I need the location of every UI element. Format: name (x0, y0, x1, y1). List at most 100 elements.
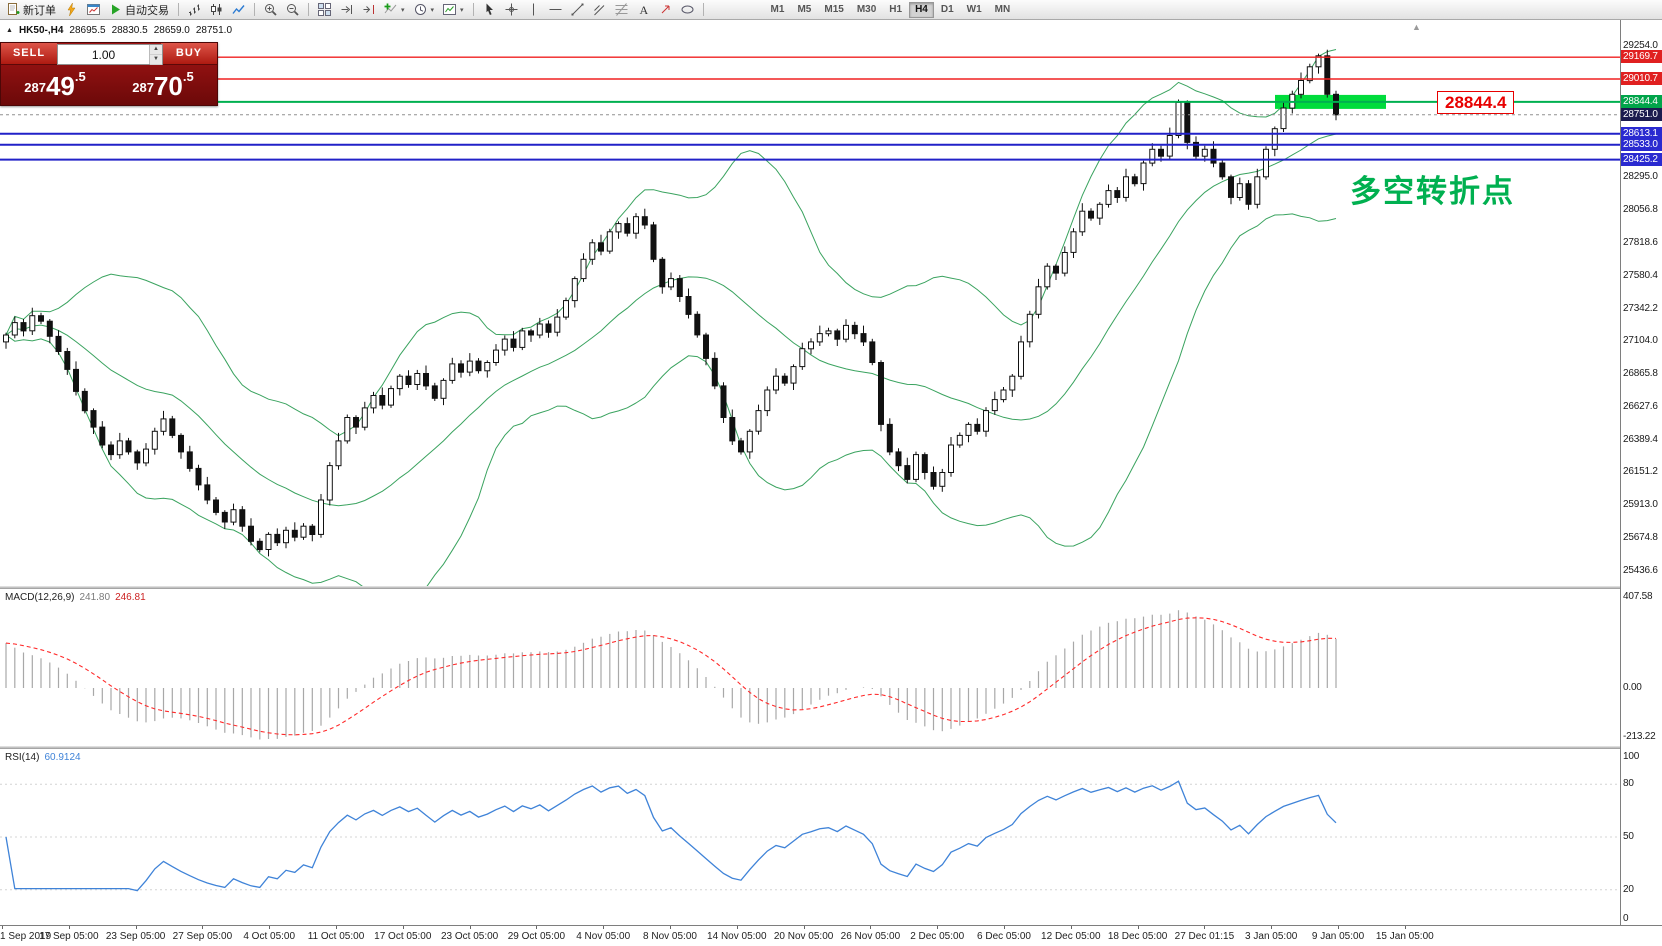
time-tick (336, 926, 337, 929)
time-tick (269, 926, 271, 929)
time-axis-label: 1 Sep 2019 (0, 931, 52, 942)
price-axis-label: 27580.4 (1623, 269, 1658, 281)
macd-label: MACD(12,26,9) 241.80 246.81 (5, 592, 146, 603)
time-tick (670, 926, 671, 929)
auto-scroll-button[interactable] (336, 1, 357, 18)
line-chart-button[interactable] (228, 1, 249, 18)
fibonacci-icon (615, 3, 628, 16)
rsi-chart[interactable] (0, 749, 1620, 925)
cursor-button[interactable] (479, 1, 500, 18)
price-axis-label: 26627.6 (1623, 400, 1658, 412)
timeframe-H4[interactable]: H4 (909, 1, 934, 18)
volume-increase-button[interactable]: ▲ (150, 45, 162, 55)
crosshair-button[interactable] (501, 1, 522, 18)
templates-button[interactable]: ▾ (439, 1, 468, 18)
pane-divider[interactable] (0, 586, 1662, 589)
svg-text:A: A (639, 3, 648, 16)
zoom-in-button[interactable] (260, 1, 281, 18)
lightning-icon (67, 3, 76, 16)
trendline-button[interactable] (567, 1, 588, 18)
price-axis-label: 20 (1623, 883, 1634, 895)
price-axis-label: 26865.8 (1623, 368, 1658, 380)
time-axis-label: 18 Dec 05:00 (1107, 931, 1168, 942)
time-axis[interactable]: 1 Sep 2019 17 Sep 05:00 23 Sep 05:00 27 Sep… (0, 925, 1662, 946)
price-axis-label: 29254.0 (1623, 39, 1658, 51)
text-label-button[interactable]: A (633, 1, 654, 18)
channel-button[interactable] (589, 1, 610, 18)
indicators-button[interactable]: ▾ (380, 1, 409, 18)
time-tick (870, 926, 872, 929)
crosshair-icon (505, 3, 518, 16)
time-tick (202, 926, 204, 929)
buy-button[interactable]: BUY 287 70.5 (109, 43, 217, 105)
new-order-icon (8, 3, 20, 15)
time-tick (1404, 926, 1406, 929)
dropdown-caret: ▾ (430, 6, 435, 14)
macd-chart[interactable] (0, 589, 1620, 746)
time-tick (536, 926, 538, 929)
time-axis-label: 17 Sep 05:00 (39, 931, 99, 942)
time-tick (1137, 926, 1139, 929)
volume-decrease-button[interactable]: ▼ (150, 55, 162, 65)
time-axis-label: 4 Oct 05:00 (243, 931, 296, 942)
toolbar-separator (472, 3, 474, 16)
new-order-button[interactable]: 新订单 (3, 1, 60, 18)
time-axis-label: 20 Nov 05:00 (773, 931, 834, 942)
macd-main-value: 241.80 (79, 592, 111, 603)
sell-button[interactable]: SELL 287 49.5 (1, 43, 109, 105)
candlestick-chart-button[interactable] (206, 1, 227, 18)
time-tick (1338, 926, 1339, 929)
shapes-button[interactable] (677, 1, 698, 18)
time-axis-label: 23 Oct 05:00 (440, 931, 499, 942)
volume-input[interactable] (58, 45, 149, 64)
horizontal-line-button[interactable] (545, 1, 566, 18)
toolbar-separator (178, 3, 179, 16)
timeframe-M15[interactable]: M15 (818, 2, 849, 18)
time-tick (603, 926, 605, 929)
timeframe-MN[interactable]: MN (989, 2, 1017, 18)
price-axis-label: 26151.2 (1623, 466, 1658, 478)
autotrading-label: 自动交易 (125, 4, 169, 17)
timeframe-M30[interactable]: M30 (851, 2, 882, 18)
price-axis-label: 80 (1623, 778, 1634, 790)
vertical-line-button[interactable] (523, 1, 544, 18)
price-axis-label: 0 (1623, 913, 1629, 924)
metaeditor-button[interactable] (61, 1, 82, 18)
timeframe-H1[interactable]: H1 (883, 2, 908, 18)
timeframe-M5[interactable]: M5 (791, 2, 817, 18)
price-axis-label: 25674.8 (1623, 531, 1658, 543)
tile-windows-button[interactable] (314, 1, 335, 18)
symbol-period: HK50-,H4 (18, 25, 64, 36)
volume-box: ▲ ▼ (57, 44, 163, 65)
price-axis-label: 27104.0 (1623, 335, 1658, 347)
indicators-icon (384, 3, 397, 14)
main-price-chart[interactable] (0, 20, 1620, 586)
zoom-out-button[interactable] (282, 1, 303, 18)
chart-shift-marker[interactable]: ▲ (1412, 22, 1421, 32)
pane-divider[interactable] (0, 746, 1662, 749)
periods-button[interactable]: ▾ (410, 1, 439, 18)
price-tag: 28751.0 (1621, 107, 1662, 121)
main-price-pane: ▲ HK50-,H4 28695.5 28830.5 28659.0 28751… (0, 20, 1620, 586)
timeframe-W1[interactable]: W1 (961, 2, 988, 18)
volume-spinner: ▲ ▼ (149, 45, 162, 65)
time-axis-label: 12 Dec 05:00 (1041, 931, 1101, 942)
time-tick (469, 926, 471, 929)
time-axis-label: 2 Dec 05:00 (910, 931, 965, 942)
price-axis[interactable]: 29254.0 28295.0 28056.8 27818.6 27580.4 27342… (1620, 20, 1662, 925)
dropdown-caret: ▾ (460, 6, 464, 14)
chart-window-button[interactable] (83, 1, 104, 18)
price-tag: 29169.7 (1621, 50, 1662, 64)
time-axis-label: 27 Sep 05:00 (172, 931, 233, 942)
timeframe-M1[interactable]: M1 (765, 2, 791, 18)
price-tag: 28425.2 (1621, 152, 1662, 166)
chart-shift-button[interactable] (358, 1, 379, 18)
arrows-button[interactable] (655, 1, 676, 18)
fibonacci-button[interactable] (611, 1, 632, 18)
arrow-object-icon (661, 5, 670, 14)
macd-name: MACD(12,26,9) (5, 592, 75, 603)
bar-chart-button[interactable] (184, 1, 205, 18)
vertical-line-icon (532, 3, 534, 16)
timeframe-D1[interactable]: D1 (935, 2, 960, 18)
autotrading-button[interactable]: 自动交易 (105, 1, 173, 18)
